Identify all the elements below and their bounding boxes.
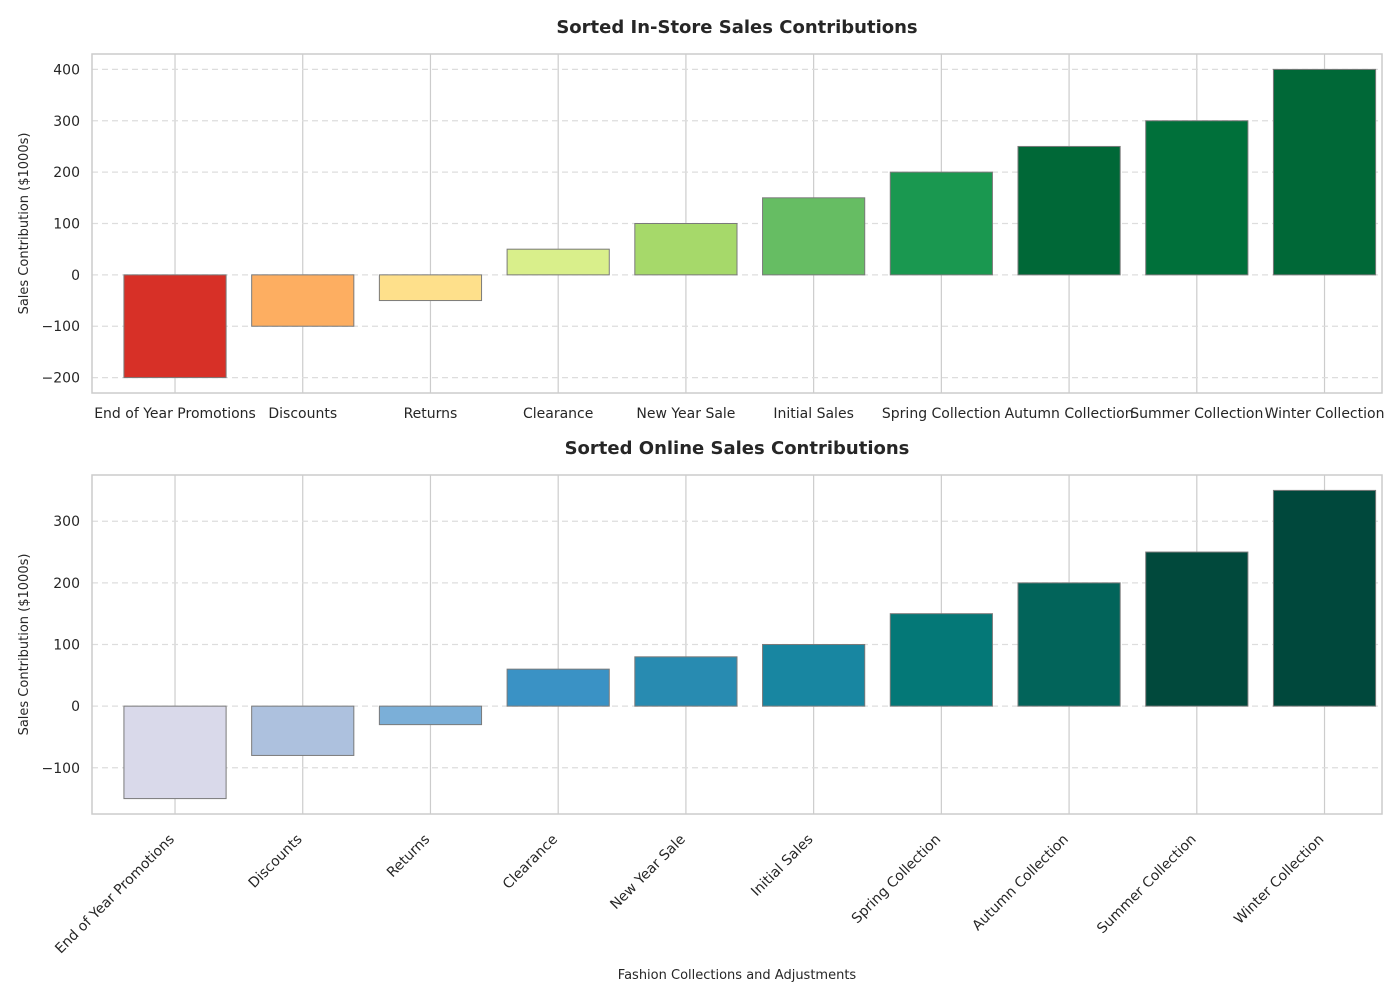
bar-spring-collection [889,171,993,276]
x-tick-label: Spring Collection [849,832,944,927]
bar-clearance [506,668,610,707]
bar-initial-sales [762,197,866,276]
x-tick-label: Discounts [246,832,306,892]
bar-spring-collection [889,613,993,707]
bar-end-of-year-promotions [123,274,227,379]
plot-frame [91,474,1383,815]
y-tick-label: −100 [42,319,80,335]
x-tick-label: Autumn Collection [969,832,1072,935]
y-tick-label: 0 [71,268,80,284]
bar-clearance [506,248,610,276]
x-tick-label: Autumn Collection [1005,406,1134,422]
bar-new-year-sale [634,656,738,707]
x-tick-label: Summer Collection [1094,832,1199,937]
x-tick-label: Winter Collection [1231,832,1327,928]
x-tick-label: End of Year Promotions [94,406,256,422]
y-axis-label: Sales Contribution ($1000s) [17,554,32,736]
y-tick-label: 100 [53,638,80,654]
y-tick-label: 200 [53,165,80,181]
bar-returns [378,705,483,726]
bar-discounts [251,274,355,327]
y-tick-label: 100 [53,217,80,233]
x-tick-label: Returns [404,406,458,422]
x-tick-label: Returns [384,832,433,881]
chart-title: Sorted Online Sales Contributions [565,438,910,459]
x-tick-label: Initial Sales [773,406,853,422]
chart-panel-1: −200 −100 0 100 200 300 400 End of Year Promoti… [17,17,1384,422]
y-axis-label: Sales Contribution ($1000s) [17,133,32,315]
bar-winter-collection [1272,489,1377,707]
x-axis-label: Fashion Collections and Adjustments [618,968,857,983]
bar-new-year-sale [634,223,738,276]
bar-end-of-year-promotions [123,705,227,800]
plot-frame [91,53,1383,394]
x-tick-label: Summer Collection [1130,406,1263,422]
y-tick-label: 400 [53,62,80,78]
bar-autumn-collection [1017,582,1121,707]
y-tick-label: −200 [42,371,80,387]
chart-title: Sorted In-Store Sales Contributions [556,17,917,38]
x-tick-label: Spring Collection [882,406,1001,422]
y-tick-label: 0 [71,699,80,715]
bar-summer-collection [1145,551,1249,707]
y-tick-label: 300 [53,514,80,530]
bar-autumn-collection [1017,145,1121,276]
bar-summer-collection [1145,120,1249,276]
y-tick-label: −100 [42,761,80,777]
x-tick-label: Clearance [500,832,561,893]
x-tick-label: Discounts [268,406,337,422]
bar-discounts [251,705,355,756]
x-tick-label: New Year Sale [636,406,735,422]
bar-returns [378,274,483,302]
x-tick-label: New Year Sale [607,832,688,913]
chart-panel-2: −100 0 100 200 300 End of Year Promotions Disc… [17,438,1383,983]
y-tick-label: 200 [53,576,80,592]
x-tick-label: Clearance [523,406,593,422]
bar-initial-sales [762,644,866,707]
x-tick-label: Initial Sales [748,832,816,900]
x-tick-label: End of Year Promotions [52,832,178,958]
x-tick-label: Winter Collection [1265,406,1385,422]
bar-winter-collection [1272,68,1377,276]
y-tick-label: 300 [53,114,80,130]
